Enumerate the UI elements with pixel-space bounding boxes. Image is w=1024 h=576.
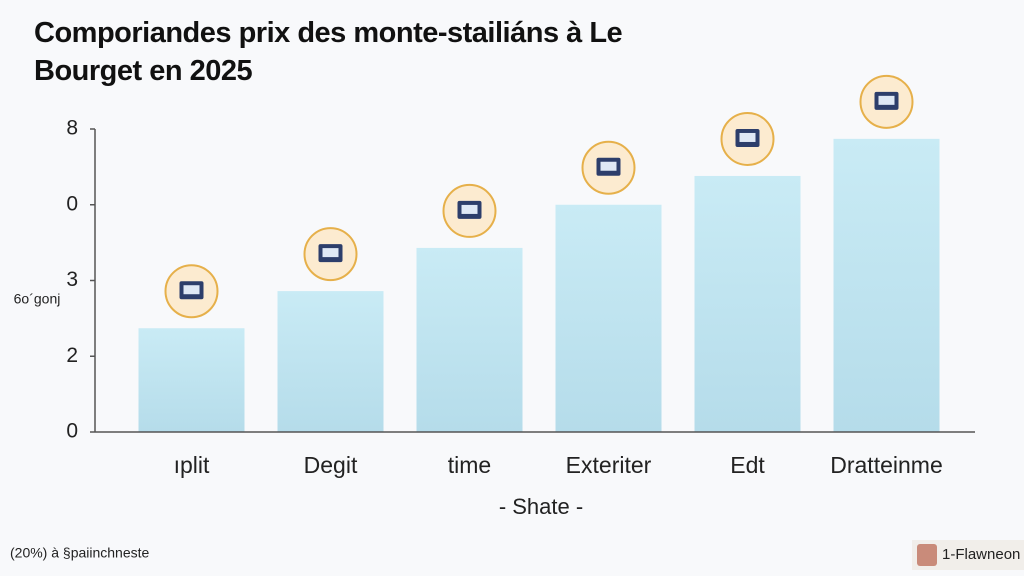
x-tick-label: Degit: [304, 452, 358, 478]
bar-icon-glyph: [878, 95, 895, 105]
x-tick-label: time: [448, 452, 491, 478]
y-axis-label: 6o´gonj: [14, 291, 61, 307]
bar: [694, 175, 801, 432]
bar: [138, 328, 245, 432]
bar-icon-glyph: [322, 248, 339, 258]
chart-title: Comporiandes prix des monte-stailiáns à …: [34, 17, 623, 87]
bar: [833, 138, 940, 432]
bar-icon-glyph: [739, 132, 756, 142]
x-tick-label: ıplit: [174, 452, 210, 478]
brand-icon: [917, 544, 937, 566]
x-axis-label: - Shate -: [499, 494, 583, 519]
y-tick-label: 2: [66, 344, 78, 367]
bar: [416, 247, 523, 432]
bar-icon-glyph: [461, 204, 478, 214]
x-tick-label: Exteriter: [566, 452, 652, 478]
y-tick-label: 0: [66, 192, 78, 215]
y-tick-label: 3: [66, 268, 78, 291]
bar-icon-glyph: [183, 285, 200, 295]
bar-icon-glyph: [600, 161, 617, 171]
x-tick-label: Dratteinme: [830, 452, 942, 478]
bar: [555, 204, 662, 432]
y-tick-label: 8: [66, 117, 78, 140]
bar: [277, 291, 384, 432]
brand: 1-Flawneon: [942, 546, 1020, 563]
x-tick-label: Edt: [730, 452, 765, 478]
y-tick-label: 0: [66, 420, 78, 443]
footnote: (20%) à §paiinchneste: [10, 545, 150, 561]
